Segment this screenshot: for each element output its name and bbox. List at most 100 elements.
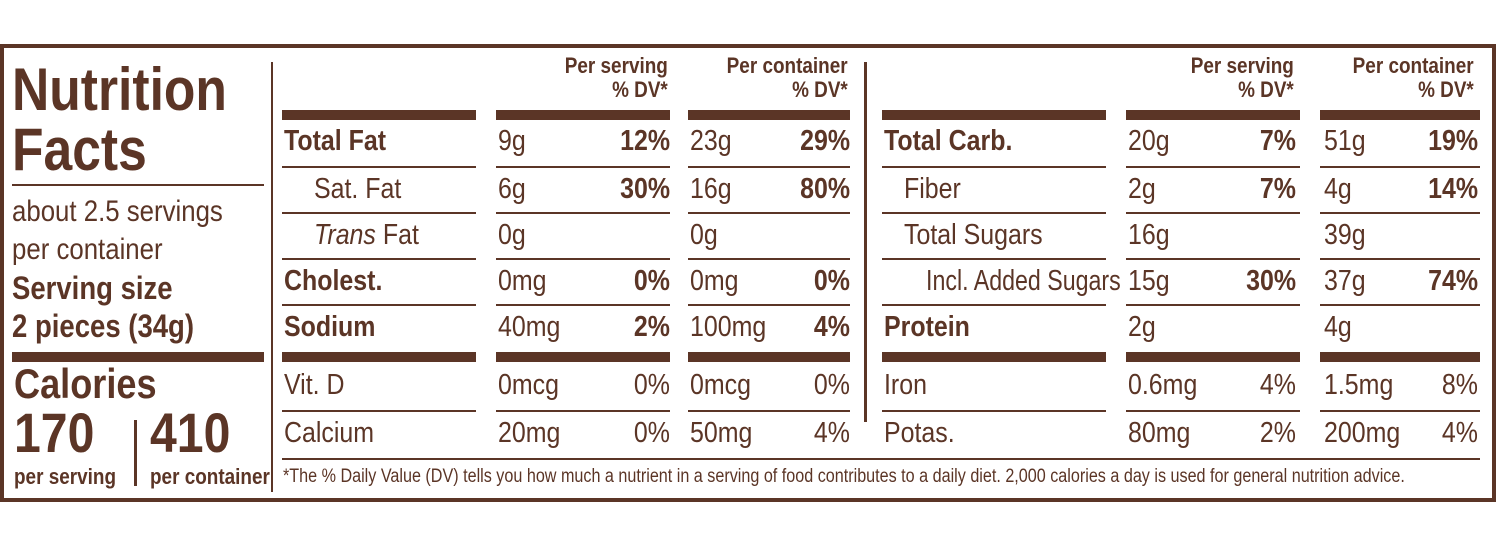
serving-amount: 0g: [498, 218, 530, 252]
dv-text: 0%: [633, 369, 670, 401]
dv-text: 7%: [1259, 125, 1296, 157]
mineral-name-iron: Iron: [884, 368, 934, 402]
nutrient-label: Total Carb.: [884, 125, 1013, 157]
amount-text: 0mg: [498, 265, 547, 297]
container-amount: 100mg: [690, 310, 779, 344]
nutrition-facts-title-2: Facts: [12, 120, 169, 180]
nutrient-name-total-carb: Total Carb.: [884, 124, 1033, 158]
serving-amount: 2g: [1128, 310, 1160, 344]
dv-text: 4%: [1259, 369, 1296, 401]
row-divider: [1320, 410, 1480, 412]
serving-dv: 30%: [1196, 264, 1296, 298]
calories-divider: [134, 420, 137, 486]
row-divider: [882, 410, 1106, 412]
dv-text: 4%: [813, 311, 850, 343]
serving-amount: 16g: [1128, 218, 1176, 252]
serving-size-label-text: Serving size: [12, 270, 173, 306]
amount-text: 20g: [1128, 125, 1170, 157]
serving-dv: 7%: [1196, 172, 1296, 206]
calories-label-text: Calories: [14, 360, 157, 407]
nutrient-label-italic: Trans: [314, 219, 376, 251]
per-serving-label: per serving: [14, 464, 133, 490]
row-divider: [1126, 410, 1300, 412]
dv-text: 0%: [633, 265, 670, 297]
container-dv: 14%: [1378, 172, 1478, 206]
amount-text: 80mg: [1128, 417, 1191, 449]
dv-text: 29%: [800, 125, 850, 157]
amount-text: 9g: [498, 125, 526, 157]
left-header-per-container: Per container % DV*: [684, 54, 848, 102]
thick-divider: [12, 352, 264, 362]
container-amount: 200mg: [1324, 416, 1413, 450]
dv-text: 0%: [813, 265, 850, 297]
serving-size-value: 2 pieces (34g): [12, 308, 224, 344]
amount-text: 4g: [1324, 311, 1352, 343]
container-amount: 39g: [1324, 218, 1372, 252]
calories-per-container-value: 410: [150, 401, 231, 464]
daily-value-footnote: *The % Daily Value (DV) tells you how mu…: [283, 466, 1500, 488]
header-dv: % DV*: [1418, 77, 1474, 102]
servings-per-container: about 2.5 servings: [12, 194, 257, 230]
amount-text: 51g: [1324, 125, 1366, 157]
row-divider: [282, 304, 476, 306]
amount-text: 20mg: [498, 417, 561, 449]
section-bar: [282, 352, 476, 362]
vitamin-name-vit-d: Vit. D: [284, 368, 354, 402]
servings-per-container-2: per container: [12, 232, 187, 268]
serving-size-label: Serving size: [12, 270, 199, 306]
calories-per-container: 410: [150, 400, 243, 465]
row-divider: [496, 212, 670, 214]
serving-size-value-text: 2 pieces (34g): [12, 308, 195, 344]
dv-text: 0%: [633, 417, 670, 449]
right-header-per-container: Per container % DV*: [1310, 54, 1474, 102]
amount-text: 4g: [1324, 173, 1352, 205]
row-divider: [282, 410, 476, 412]
amount-text: 0.6mg: [1128, 369, 1198, 401]
serving-amount: 0.6mg: [1128, 368, 1209, 402]
row-divider: [282, 166, 476, 168]
container-dv: 0%: [750, 264, 850, 298]
amount-text: 39g: [1324, 219, 1366, 251]
amount-text: 6g: [498, 173, 526, 205]
serving-amount: 0mg: [498, 264, 554, 298]
container-amount: 16g: [690, 172, 738, 206]
amount-text: 0g: [498, 219, 526, 251]
nutrient-name-cholesterol: Cholest.: [284, 264, 398, 298]
header-text: Per container: [727, 53, 848, 78]
amount-text: 16g: [1128, 219, 1170, 251]
container-dv: 4%: [750, 416, 850, 450]
nutrient-label: Fat: [375, 219, 419, 251]
left-header-per-serving: Per serving % DV*: [504, 54, 668, 102]
amount-text: 100mg: [690, 311, 767, 343]
serving-amount: 15g: [1128, 264, 1176, 298]
nutrient-label: Vit. D: [284, 369, 345, 401]
per-serving-label-text: per serving: [14, 464, 117, 489]
header-bar: [1320, 110, 1480, 120]
amount-text: 0mg: [690, 265, 739, 297]
container-dv: 4%: [750, 310, 850, 344]
amount-text: 15g: [1128, 265, 1170, 297]
header-bar: [1126, 110, 1300, 120]
row-divider: [1320, 304, 1480, 306]
container-amount: 50mg: [690, 416, 763, 450]
serving-dv: 4%: [1196, 368, 1296, 402]
container-amount: 0g: [690, 218, 722, 252]
container-dv: 29%: [750, 124, 850, 158]
row-divider: [688, 212, 850, 214]
dv-text: 7%: [1259, 173, 1296, 205]
title-line-2: Facts: [12, 116, 147, 183]
header-text: Per serving: [564, 53, 668, 78]
calories-label: Calories: [14, 360, 180, 408]
serving-amount: 9g: [498, 124, 530, 158]
dv-text: 74%: [1428, 265, 1478, 297]
row-divider: [1126, 166, 1300, 168]
nutrient-name-protein: Protein: [884, 310, 984, 344]
serving-dv: 2%: [1196, 416, 1296, 450]
row-divider: [496, 410, 670, 412]
container-amount: 51g: [1324, 124, 1372, 158]
row-divider: [496, 258, 670, 260]
row-divider: [688, 258, 850, 260]
vitamin-name-calcium: Calcium: [284, 416, 389, 450]
serving-amount: 6g: [498, 172, 530, 206]
amount-text: 0mcg: [690, 369, 751, 401]
